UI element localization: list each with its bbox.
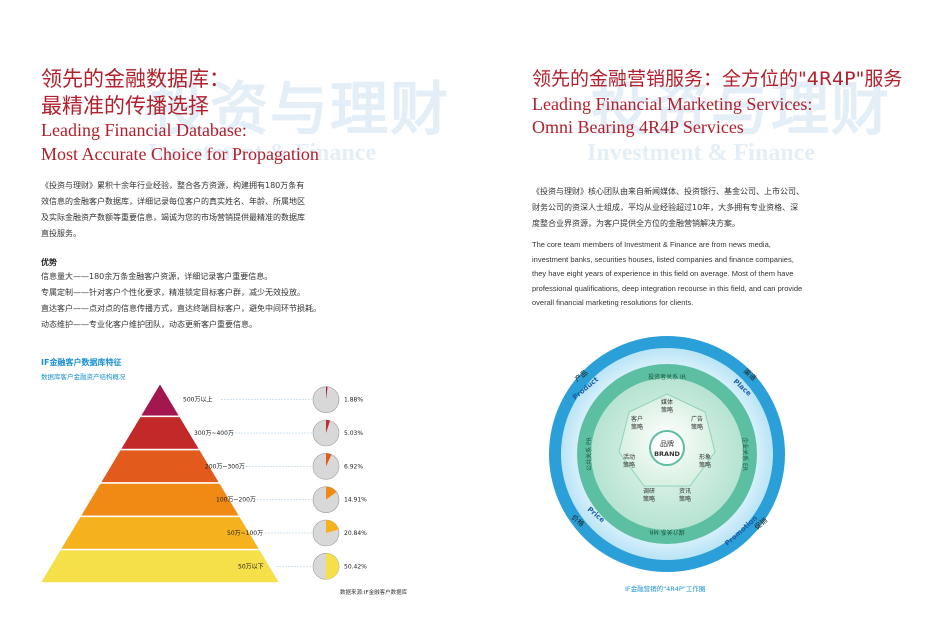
inner-label: 活动 [623,453,635,461]
chart-title: IF金融客户数据库特征 [41,358,122,367]
inner-label: 策略 [661,406,673,414]
intro-paragraph: 《投资与理财》累积十余年行业经验，整合各方资源，构建拥有180万条有 效信息的金… [41,178,311,242]
advantage-heading: 优势 [41,258,57,267]
inner-label: 调研 [643,487,655,495]
intro-line: 直投服务。 [41,229,81,238]
intro-line: 效信息的金融客户数据库，详细记录每位客户的真实姓名、年龄、所属地区 [41,197,305,206]
pie-value-label: 6.92% [344,463,363,470]
advantage-item: 专属定制——针对客户个性化要求，精准锁定目标客户群，减少无效投放。 [41,288,305,297]
pie-value-label: 1.88% [344,397,363,404]
4r4p-diagram: 品牌 BRAND 媒体 策略 广告 策略 形象 策略 资讯 策略 调研 策略 活… [549,336,785,572]
brand-cn: 品牌 [660,439,674,448]
inner-label: 客户 [631,415,643,423]
ring-label-mr: 媒介关系 MR [649,528,684,536]
en-line: overall financial marketing resolutions … [532,298,694,307]
intro-line: 及实际金融资产数额等重要信息，竭诚为您的市场营销提供最精准的数据库 [41,213,305,222]
ring-label-ir: 投资者关系 IR [648,373,686,381]
pyramid-label: 300万~400万 [194,430,234,437]
pyramid-label: 100万~200万 [216,497,256,504]
pie-slice [325,553,339,580]
chart-subtitle: 数据库客户金融资产结构概况 [41,373,126,381]
pyramid-chart: 500万以上 300万~400万 200万~300万 100万~200万 50万~100… [38,381,367,584]
title-en-line2: Most Accurate Choice for Propagation [41,144,319,164]
pie-slice [326,486,337,500]
intro-line: 财务公司的资深人士组成，平均从业经验超过10年，大多拥有专业资格、深 [532,203,799,212]
en-line: investment banks, securities houses, lis… [532,254,794,264]
watermark-cn: 投资与理财 [591,77,892,142]
pie-value-label: 20.84% [344,530,367,537]
title-cn-line2: 最精准的传播选择 [41,94,209,118]
title-en-line1: Leading Financial Database: [41,120,247,140]
inner-label: 策略 [643,495,655,503]
advantage-item: 信息量大——180余万条金融客户资源，详细记录客户重要信息。 [41,272,273,281]
pie-slice [326,386,328,400]
pyramid-layer [38,548,282,584]
intro-english: The core team members of Investment & Fi… [532,238,862,311]
brand-en: BRAND [654,450,680,458]
inner-label: 策略 [699,461,711,469]
en-line: The core team members of Investment & Fi… [532,240,771,249]
intro-line: 《投资与理财》核心团队由来自新闻媒体、投资银行、基金公司、上市公司、 [532,187,804,196]
inner-label: 策略 [679,495,691,503]
pie-slice [326,420,331,433]
title-cn: 领先的金融营销服务：全方位的"4R4P"服务 [532,68,903,90]
pie-value-label: 14.91% [344,497,367,504]
watermark-cn: 投资与理财 [150,77,451,142]
inner-label: 策略 [691,423,703,431]
en-line: they have eight years of experience in t… [532,269,794,278]
watermark-en: Investment & Finance [587,140,815,166]
intro-line: 度整合业界资源，为客户提供全方位的金融营销解决方案。 [532,219,740,228]
pie-slice [326,520,339,533]
advantage-list: 信息量大——180余万条金融客户资源，详细记录客户重要信息。 专属定制——针对客… [41,269,321,333]
title-en-line2: Omni Bearing 4R4P Services [532,117,744,137]
title-en-line1: Leading Financial Marketing Services: [532,94,813,114]
intro-paragraph: 《投资与理财》核心团队由来自新闻媒体、投资银行、基金公司、上市公司、 财务公司的… [532,184,852,232]
pyramid-layer [98,448,222,484]
pie-slice [326,453,332,467]
en-line: professional qualifications, deep integr… [532,283,803,293]
pie-value-label: 5.03% [344,430,363,437]
advantage-item: 动态维护——专业化客户维护团队，动态更新客户重要信息。 [41,320,257,329]
ring-label-er: 企业关系 ER [741,437,749,471]
inner-label: 广告 [691,415,703,423]
data-source-note: 数据来源:IF金融客户数据库 [340,590,408,596]
title-cn-line1: 领先的金融数据库： [41,67,230,91]
left-page: 投资与理财 Investment & Finance 领先的金融数据库： 最精准… [38,67,451,596]
brand-center [649,430,685,466]
inner-label: 资讯 [679,487,691,495]
pyramid-label: 500万以上 [183,396,212,404]
pyramid-layer [138,381,182,418]
watermark-en: Investment & Finance [148,140,376,166]
ring-label-pr: 公共关系 PR [585,437,593,471]
advantage-item: 直达客户——点对点的信息传播方式，直达终端目标客户，避免中间环节损耗。 [41,304,321,313]
pyramid-label: 50万~100万 [227,530,263,537]
pyramid-label: 50万以下 [238,563,264,570]
intro-line: 《投资与理财》累积十余年行业经验，整合各方资源，构建拥有180万条有 [41,181,305,190]
inner-label: 策略 [631,423,643,431]
pyramid-layer [118,415,202,451]
pyramid-label: 200万~300万 [205,463,245,470]
inner-label: 媒体 [661,398,673,406]
pie-value-label: 50.42% [344,563,367,570]
diagram-caption: IF金融营销的"4R4P"工作圈 [625,585,706,593]
right-page: 投资与理财 Investment & Finance 领先的金融营销服务：全方位… [465,0,930,631]
inner-label: 策略 [623,461,635,469]
inner-label: 形象 [699,453,711,461]
